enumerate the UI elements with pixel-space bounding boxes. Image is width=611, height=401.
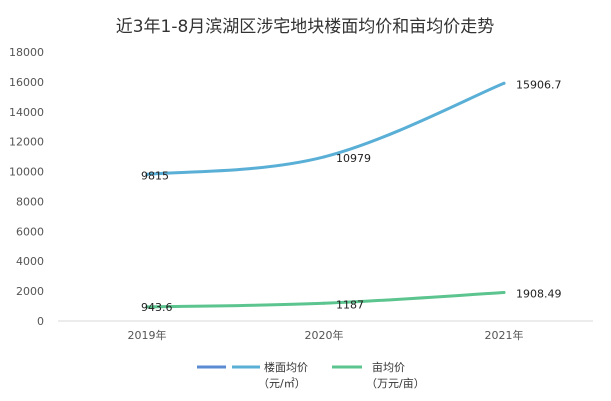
axis-layer: 0 2000 4000 6000 8000 10000 12000 14000 16000 180…: [9, 46, 593, 342]
legend-label: 楼面均价: [264, 360, 308, 374]
x-tick-label: 2020年: [305, 328, 344, 342]
data-label: 943.6: [141, 301, 173, 314]
y-tick-label: 6000: [16, 225, 44, 238]
data-point: [322, 155, 326, 159]
data-label: 1908.49: [516, 287, 562, 300]
data-label: 1187: [336, 298, 364, 311]
series-layer: [145, 81, 506, 309]
y-tick-label: 16000: [9, 76, 44, 89]
series-line-1: [145, 81, 506, 176]
y-tick-label: 0: [37, 315, 44, 328]
legend-unit: （元/㎡）: [258, 377, 306, 390]
y-tick-label: 14000: [9, 106, 44, 119]
chart-title: 近3年1-8月滨湖区涉宅地块楼面均价和亩均价走势: [116, 17, 495, 37]
legend-item-2: 亩均价 （万元/亩）: [332, 360, 425, 390]
series-line-2: [145, 290, 506, 309]
legend: 楼面均价 （元/㎡） 亩均价 （万元/亩）: [197, 360, 425, 390]
y-tick-label: 2000: [16, 285, 44, 298]
data-point: [322, 301, 326, 305]
data-point: [145, 172, 149, 176]
y-tick-label: 12000: [9, 136, 44, 149]
legend-unit: （万元/亩）: [366, 376, 425, 390]
y-tick-label: 10000: [9, 166, 44, 179]
legend-label: 亩均价: [372, 360, 405, 374]
x-tick-label: 2021年: [485, 328, 524, 342]
y-tick-label: 4000: [16, 255, 44, 268]
y-tick-label: 8000: [16, 195, 44, 208]
y-tick-label: 18000: [9, 46, 44, 59]
data-label: 15906.7: [516, 78, 562, 91]
data-point: [145, 305, 149, 309]
data-label-layer: 9815 10979 15906.7 943.6 1187 1908.49: [141, 78, 562, 314]
data-label: 10979: [336, 152, 371, 165]
x-tick-label: 2019年: [128, 328, 167, 342]
legend-item-1: 楼面均价 （元/㎡）: [197, 360, 308, 390]
data-point: [502, 290, 506, 294]
data-point: [502, 81, 506, 85]
data-label: 9815: [141, 169, 169, 182]
